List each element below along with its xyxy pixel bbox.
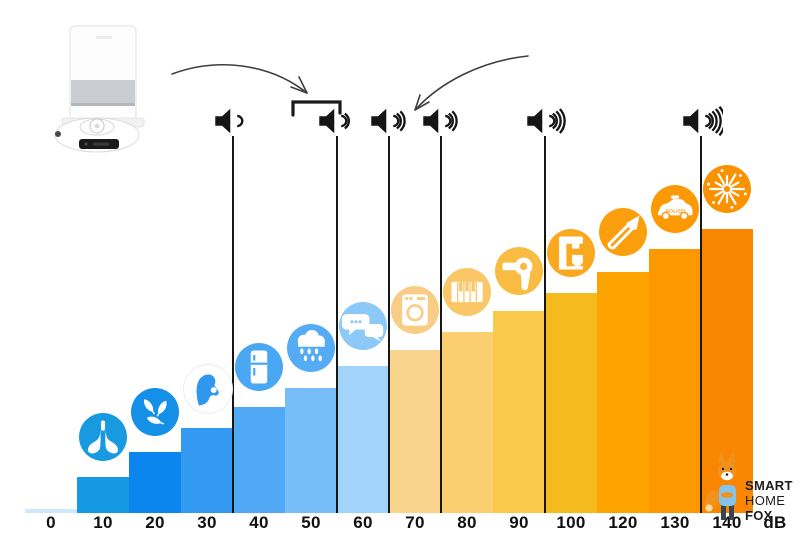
marker-line-35db — [232, 136, 234, 513]
bar-50db — [285, 388, 337, 513]
x-tick-60: 60 — [353, 513, 373, 532]
x-tick-0: 0 — [46, 513, 56, 532]
bar-20db — [129, 452, 181, 513]
icon-circle-90db — [495, 247, 543, 295]
x-tick-10: 10 — [93, 513, 113, 532]
x-tick-90: 90 — [509, 513, 529, 532]
speaker-volume-icon-35db — [211, 106, 255, 141]
conversation-icon — [341, 314, 384, 342]
icon-circle-120db — [599, 208, 647, 256]
bar-0db — [25, 509, 77, 513]
marker-line-55db — [336, 136, 338, 513]
speaker-volume-icon-75db — [419, 106, 463, 141]
svg-text:POLIZEI: POLIZEI — [666, 208, 686, 214]
bar-60db — [337, 366, 389, 513]
icon-circle-70db — [391, 286, 439, 334]
speaker-volume-icon-55db — [315, 106, 359, 141]
hair-dryer-icon — [502, 257, 533, 291]
leaves-icon — [143, 399, 167, 425]
bar-80db — [441, 332, 493, 513]
icon-circle-130db: POLIZEI — [651, 185, 699, 233]
logo-text-line: SMART — [745, 478, 793, 493]
bar-10db — [77, 477, 129, 513]
marker-line-135db — [700, 136, 702, 513]
icon-circle-20db — [131, 388, 179, 436]
bar-120db — [597, 272, 649, 513]
x-axis-unit-db: dB — [763, 513, 787, 532]
marker-line-95db — [544, 136, 546, 513]
trombone-icon — [607, 215, 640, 250]
bar-70db — [389, 350, 441, 513]
speaker-volume-icon-65db — [367, 106, 411, 141]
whisper-icon — [196, 374, 219, 406]
coffee-machine-icon — [559, 236, 583, 270]
x-tick-50: 50 — [301, 513, 321, 532]
icon-circle-50db — [287, 324, 335, 372]
range-bracket-icon — [289, 98, 345, 123]
x-tick-130: 130 — [660, 513, 690, 532]
bar-100db — [545, 293, 597, 513]
washing-machine-icon — [402, 294, 428, 326]
icon-circle-10db — [79, 413, 127, 461]
x-tick-30: 30 — [197, 513, 217, 532]
x-tick-70: 70 — [405, 513, 425, 532]
bar-90db — [493, 311, 545, 513]
bar-130db — [649, 249, 701, 513]
piano-icon — [451, 281, 483, 303]
x-tick-100: 100 — [556, 513, 586, 532]
x-tick-40: 40 — [249, 513, 269, 532]
bar-140db — [701, 229, 753, 513]
x-tick-80: 80 — [457, 513, 477, 532]
logo-text-line: HOME — [745, 493, 786, 508]
lungs-icon — [87, 420, 119, 454]
bar-30db — [181, 428, 233, 513]
icon-circle-40db — [235, 343, 283, 391]
rain-cloud-icon — [297, 330, 325, 362]
icon-circle-80db — [443, 268, 491, 316]
icon-circle-30db — [183, 364, 233, 414]
x-tick-140: 140 — [712, 513, 742, 532]
x-tick-120: 120 — [608, 513, 638, 532]
x-tick-20: 20 — [145, 513, 165, 532]
speaker-volume-icon-135db — [679, 105, 726, 141]
icon-circle-140db — [703, 165, 751, 213]
fireworks-icon — [707, 169, 747, 209]
speaker-volume-icon-95db — [523, 106, 567, 141]
refrigerator-icon — [250, 350, 268, 384]
logo-text-line: FOX — [745, 508, 773, 523]
bar-40db — [233, 407, 285, 513]
marker-line-65db — [388, 136, 390, 513]
icon-circle-100db — [547, 229, 595, 277]
marker-line-75db — [440, 136, 442, 513]
police-car-icon: POLIZEI — [657, 195, 693, 221]
icon-circle-60db — [339, 302, 387, 350]
